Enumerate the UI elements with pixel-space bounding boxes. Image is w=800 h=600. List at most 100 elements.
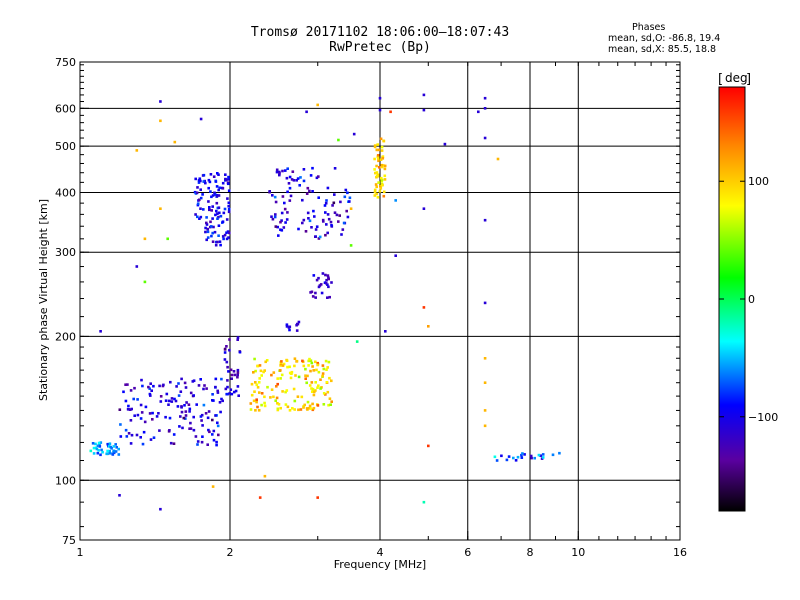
data-point (376, 157, 380, 160)
x-tick-label: 8 (527, 546, 534, 559)
data-point (227, 175, 230, 179)
data-point (337, 220, 340, 223)
data-point (311, 190, 314, 193)
data-point (225, 345, 228, 348)
data-point (97, 441, 101, 445)
data-point (214, 385, 217, 389)
data-point (250, 393, 254, 397)
data-point (512, 456, 515, 460)
data-point (325, 381, 329, 384)
data-point (275, 385, 278, 388)
y-tick-label: 300 (55, 246, 76, 259)
data-point (280, 211, 284, 215)
data-point (223, 233, 227, 237)
data-point (284, 221, 287, 224)
data-point (375, 185, 378, 189)
data-point (422, 306, 426, 309)
data-point (152, 436, 156, 439)
data-point (273, 195, 277, 199)
x-tick-label: 10 (571, 546, 585, 559)
data-point (118, 408, 122, 411)
data-point (319, 387, 322, 390)
data-point (223, 358, 227, 361)
data-point (285, 359, 289, 362)
data-point (149, 394, 152, 397)
data-point (551, 453, 555, 457)
data-point (89, 449, 93, 453)
data-point (315, 176, 319, 180)
data-point (215, 209, 218, 213)
data-point (226, 365, 229, 369)
data-point (295, 329, 299, 332)
colorbar-bracket-right: ] (746, 72, 751, 87)
data-point (273, 215, 277, 219)
data-point (206, 416, 210, 420)
colorbar-tick-label: 0 (748, 293, 755, 306)
data-point (238, 350, 242, 354)
data-point (280, 373, 284, 377)
data-point (308, 219, 312, 223)
data-point (159, 119, 162, 123)
data-point (188, 410, 191, 413)
data-point (382, 190, 386, 194)
data-point (379, 184, 382, 188)
data-point (119, 435, 123, 438)
data-point (373, 194, 377, 197)
data-point (204, 230, 207, 234)
data-point (180, 410, 184, 414)
data-point (211, 194, 215, 197)
data-point (211, 205, 214, 208)
data-point (133, 386, 136, 390)
stats-line-x: mean, sd,X: 85.5, 18.8 (608, 44, 717, 55)
data-point (541, 456, 545, 459)
data-point (380, 184, 384, 187)
data-point (135, 149, 139, 152)
data-point (304, 377, 307, 380)
data-point (307, 217, 310, 220)
data-point (179, 390, 183, 393)
x-tick-label: 2 (227, 546, 234, 559)
data-point (263, 401, 266, 405)
data-point (312, 209, 315, 213)
data-point (326, 366, 329, 369)
data-point (206, 230, 210, 234)
data-point (197, 181, 201, 184)
data-point (348, 196, 352, 200)
data-point (228, 231, 231, 235)
data-point (344, 188, 348, 192)
data-point (230, 373, 234, 377)
data-point (290, 370, 294, 374)
data-point (216, 217, 219, 220)
data-point (215, 185, 219, 188)
data-point (221, 220, 225, 223)
data-point (205, 221, 208, 225)
data-point (159, 395, 163, 398)
data-point (288, 409, 292, 412)
data-point (327, 217, 331, 221)
data-point (264, 360, 267, 364)
data-point (117, 447, 120, 451)
data-point (179, 415, 182, 418)
data-point (205, 223, 209, 226)
data-point (254, 369, 257, 373)
data-point (316, 404, 320, 407)
data-point (233, 373, 237, 377)
data-point (143, 420, 147, 424)
data-point (141, 442, 145, 446)
data-point (381, 164, 385, 167)
data-point (297, 227, 300, 231)
data-point (108, 445, 111, 448)
data-point (225, 218, 229, 221)
data-point (213, 191, 216, 195)
data-point (127, 432, 131, 435)
data-point (148, 387, 151, 390)
data-point (327, 403, 330, 407)
data-point (222, 211, 226, 215)
data-point (330, 400, 333, 403)
data-point (214, 193, 217, 196)
data-point (140, 378, 143, 382)
data-point (279, 364, 282, 367)
data-point (427, 444, 430, 448)
data-point (282, 362, 286, 366)
data-point (199, 179, 202, 183)
